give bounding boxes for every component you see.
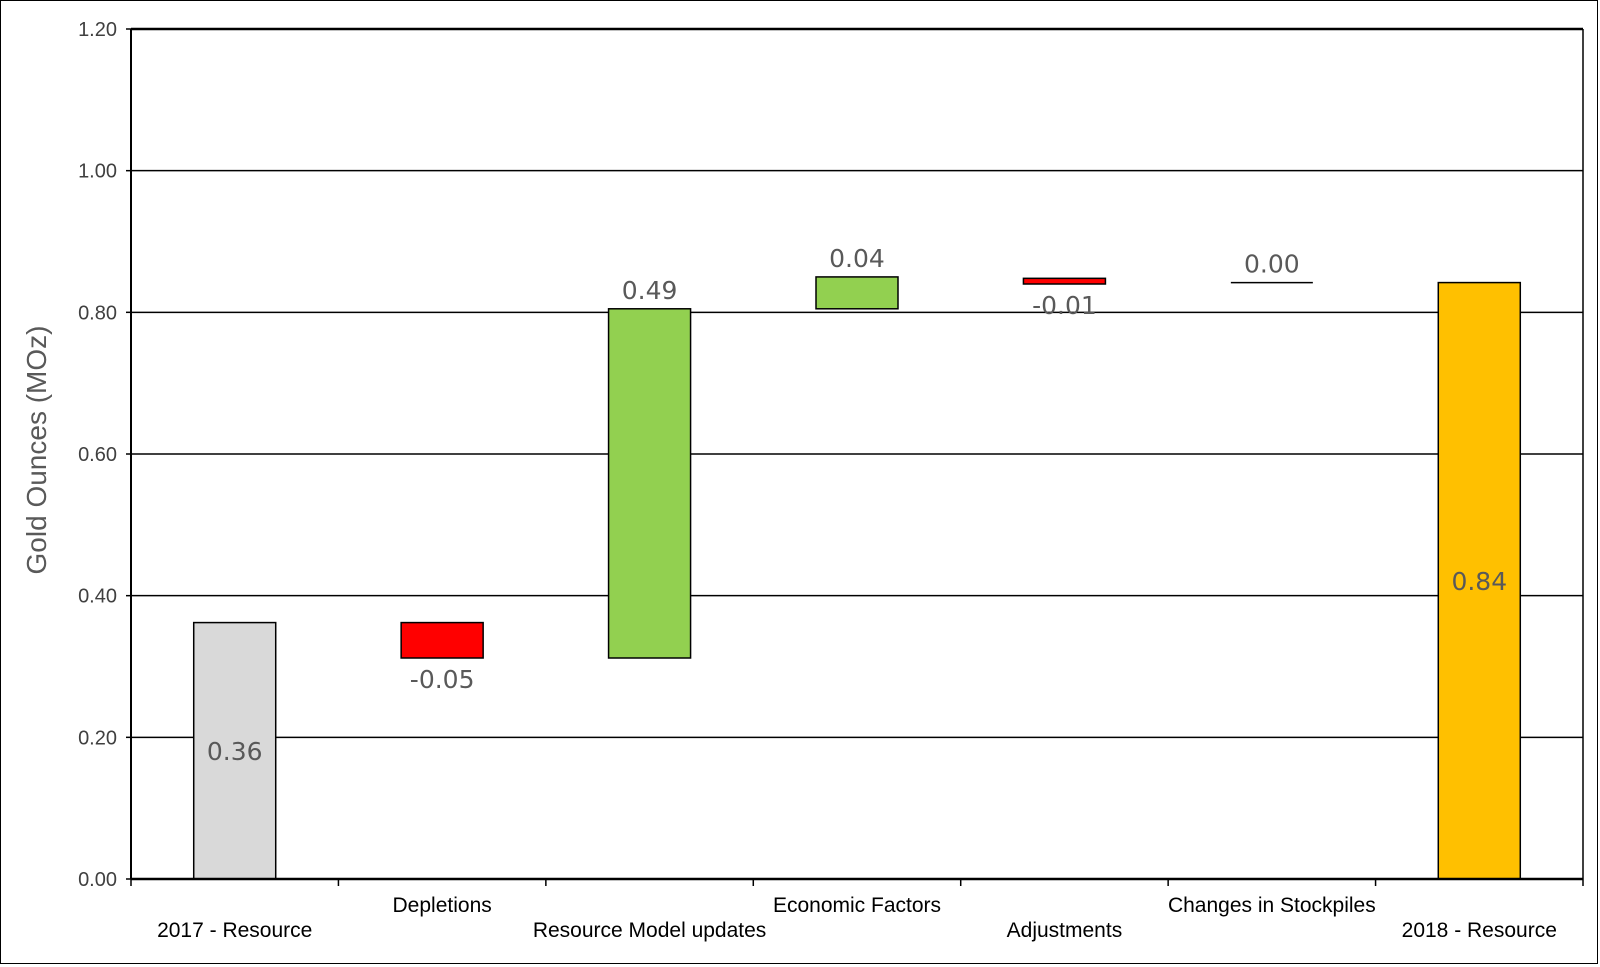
data-label: -0.05 bbox=[410, 665, 475, 694]
category-labels: 2017 - Resource Depletions Resource Model … bbox=[157, 894, 1557, 942]
data-label: 0.04 bbox=[829, 244, 885, 273]
category-label: Adjustments bbox=[1007, 919, 1123, 942]
data-label: 0.84 bbox=[1451, 567, 1507, 596]
data-label: 0.36 bbox=[207, 737, 263, 766]
bar bbox=[400, 621, 484, 659]
y-tick-label: 1.00 bbox=[78, 161, 117, 183]
data-labels: 0.36 -0.05 0.49 0.04 -0.01 0.00 0.84 bbox=[207, 244, 1507, 766]
category-label: Changes in Stockpiles bbox=[1168, 894, 1376, 917]
bar bbox=[1022, 277, 1107, 285]
bar bbox=[192, 621, 277, 880]
y-tick-label: 0.20 bbox=[78, 727, 117, 749]
y-tick-labels: 0.00 0.20 0.40 0.60 0.80 1.00 1.20 bbox=[78, 19, 117, 891]
category-label: Depletions bbox=[393, 894, 492, 917]
category-label: 2017 - Resource bbox=[157, 919, 312, 942]
data-label: 0.49 bbox=[622, 276, 678, 305]
category-label: Economic Factors bbox=[773, 894, 941, 917]
y-tick-label: 0.40 bbox=[78, 586, 117, 608]
data-label: 0.00 bbox=[1244, 250, 1300, 279]
data-label: -0.01 bbox=[1032, 291, 1097, 320]
y-tick-label: 1.20 bbox=[78, 19, 117, 41]
bar bbox=[1437, 281, 1522, 880]
gridlines bbox=[126, 28, 1583, 880]
bars bbox=[192, 276, 1522, 880]
y-tick-label: 0.80 bbox=[78, 302, 117, 324]
axes bbox=[130, 27, 1584, 886]
category-label: Resource Model updates bbox=[533, 919, 766, 942]
bar bbox=[815, 276, 899, 310]
y-axis-title: Gold Ounces (MOz) bbox=[21, 326, 52, 575]
y-tick-label: 0.00 bbox=[78, 869, 117, 891]
y-tick-label: 0.60 bbox=[78, 444, 117, 466]
category-label: 2018 - Resource bbox=[1402, 919, 1557, 942]
bar bbox=[607, 308, 692, 659]
